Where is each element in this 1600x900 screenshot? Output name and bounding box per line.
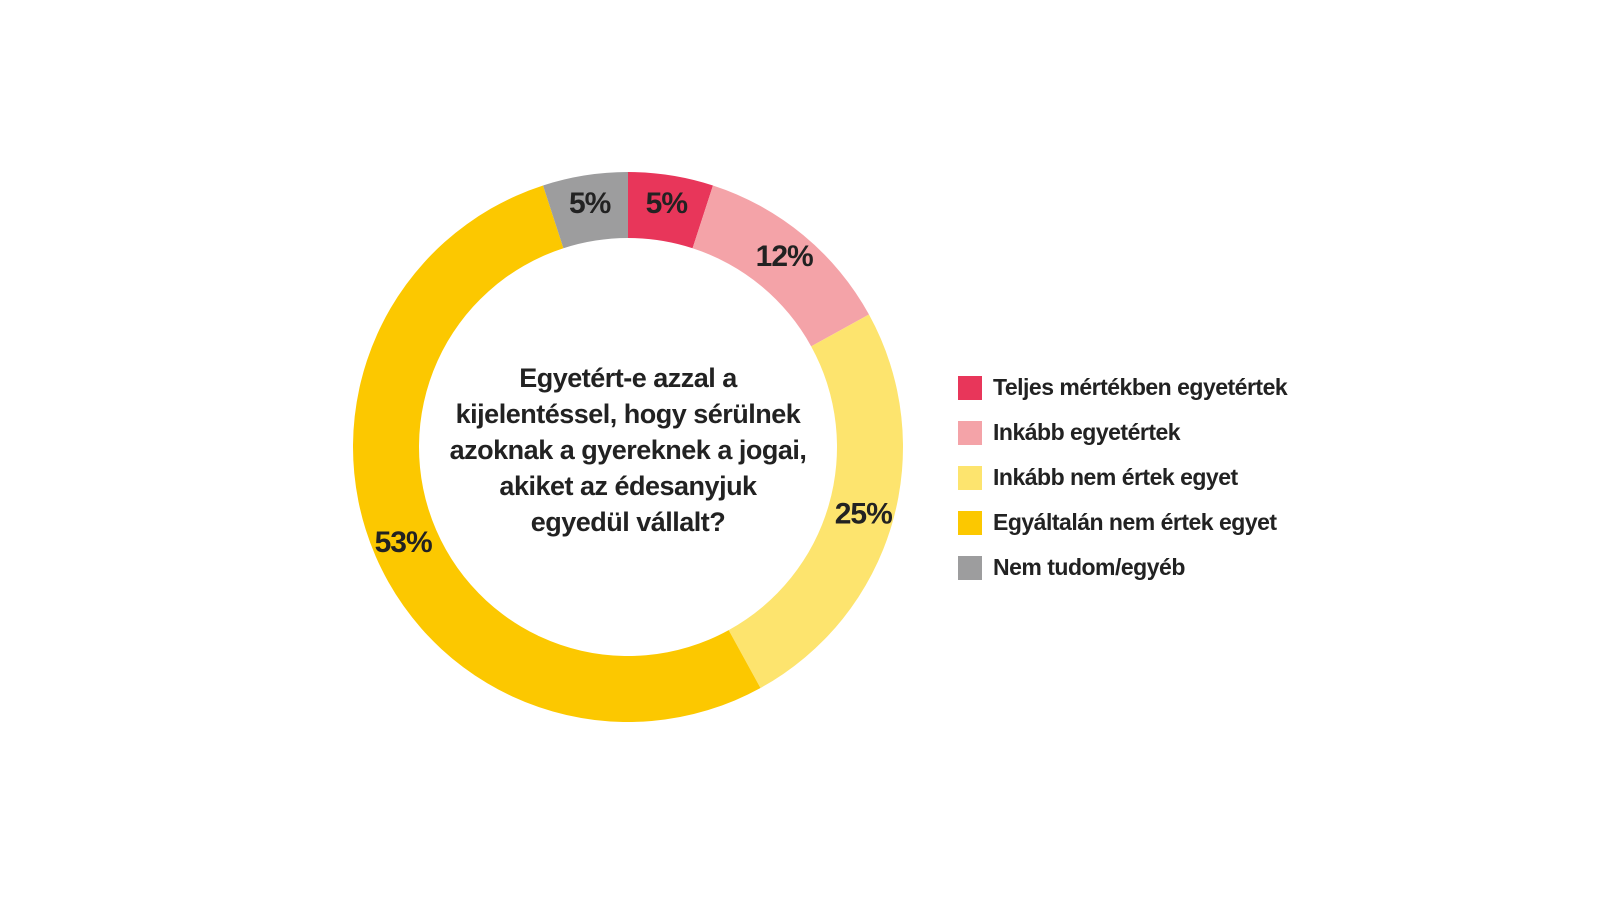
legend-label: Egyáltalán nem értek egyet: [993, 509, 1277, 535]
legend-swatch: [958, 421, 982, 445]
data-label: 25%: [835, 497, 892, 530]
donut-segment: [628, 172, 713, 249]
legend-label: Nem tudom/egyéb: [993, 554, 1185, 580]
data-label: 12%: [756, 240, 813, 273]
legend-swatch: [958, 511, 982, 535]
chart-title: Egyetért-e azzal a kijelentéssel, hogy s…: [449, 363, 807, 537]
legend-swatch: [958, 466, 982, 490]
legend-swatch: [958, 556, 982, 580]
legend-label: Inkább egyetértek: [993, 419, 1181, 445]
data-label: 5%: [646, 187, 688, 220]
legend-swatch: [958, 376, 982, 400]
donut-segment: [728, 314, 903, 688]
data-label: 5%: [569, 187, 611, 220]
donut-segment: [692, 185, 869, 347]
donut-segment: [543, 172, 628, 249]
data-label: 53%: [375, 526, 432, 559]
legend-label: Teljes mértékben egyetértek: [993, 374, 1288, 400]
legend-label: Inkább nem értek egyet: [993, 464, 1238, 490]
donut-segment: [353, 185, 761, 722]
